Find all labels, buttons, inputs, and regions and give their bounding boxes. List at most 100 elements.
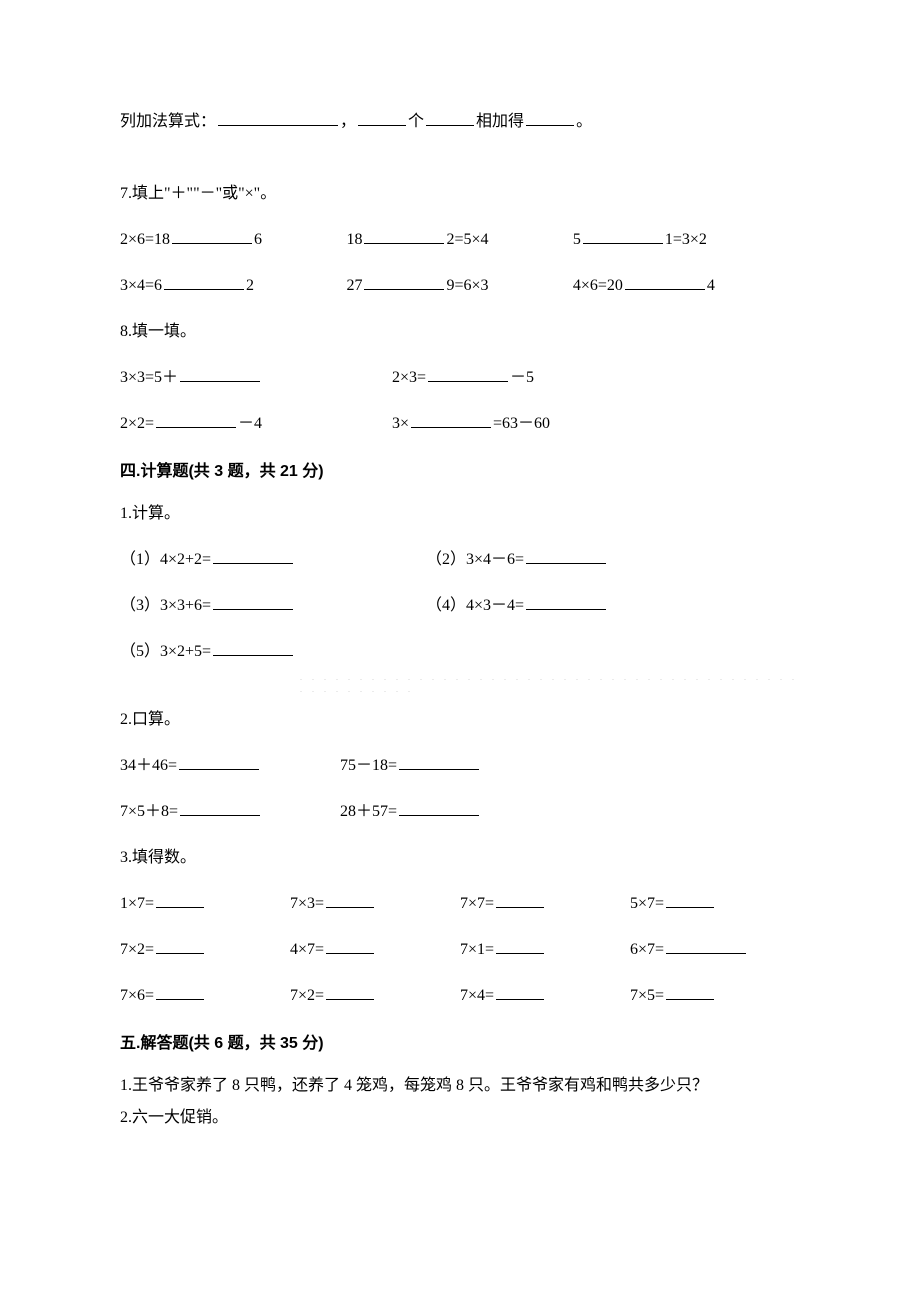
- blank[interactable]: [526, 549, 606, 564]
- blank[interactable]: [583, 229, 663, 244]
- blank[interactable]: [326, 939, 374, 954]
- expr: 4×7=: [290, 941, 324, 958]
- s4-p2-a: 34＋46=: [120, 754, 340, 778]
- blank[interactable]: [213, 549, 293, 564]
- s4-p3-row3: 7×6= 7×2= 7×4= 7×5=: [120, 984, 800, 1008]
- expr: 6×7=: [630, 941, 664, 958]
- expr: 18: [346, 231, 362, 248]
- expr: －5: [510, 369, 534, 386]
- expr: 34＋46=: [120, 757, 177, 774]
- section5-heading: 五.解答题(共 6 题，共 35 分): [120, 1032, 800, 1056]
- blank[interactable]: [526, 111, 574, 126]
- expr: 4×6=20: [573, 277, 623, 294]
- blank[interactable]: [213, 595, 293, 610]
- s4-p2-row1: 34＋46= 75－18=: [120, 754, 800, 778]
- cell: 6×7=: [630, 938, 800, 962]
- expr: 5×7=: [630, 895, 664, 912]
- text-prefix: 列加法算式：: [120, 113, 216, 130]
- s5-q2: 2.六一大促销。: [120, 1106, 800, 1130]
- blank[interactable]: [526, 595, 606, 610]
- blank[interactable]: [399, 755, 479, 770]
- expr: 4: [707, 277, 715, 294]
- q8-r2-b: 3×=63－60: [392, 412, 766, 436]
- expr: 2=5×4: [446, 231, 488, 248]
- blank[interactable]: [358, 111, 406, 126]
- expr: （1）4×2+2=: [120, 551, 211, 568]
- cell: 7×5=: [630, 984, 800, 1008]
- expr: 7×1=: [460, 941, 494, 958]
- s4-p1-1: （1）4×2+2=: [120, 548, 426, 572]
- s4-p3-title: 3.填得数。: [120, 846, 800, 870]
- blank[interactable]: [326, 985, 374, 1000]
- s4-p2-b: 75－18=: [340, 754, 481, 778]
- q7-r1-b: 18 2=5×4: [346, 228, 572, 252]
- expr: 3×4=6: [120, 277, 162, 294]
- expr: 1=3×2: [665, 231, 707, 248]
- text-sep: ，: [340, 113, 356, 130]
- blank[interactable]: [496, 939, 544, 954]
- blank[interactable]: [156, 893, 204, 908]
- expr: 7×4=: [460, 987, 494, 1004]
- expr: 27: [346, 277, 362, 294]
- expr: 6: [254, 231, 262, 248]
- s4-p1-2: （2）3×4－6=: [426, 548, 732, 572]
- s4-p3-row2: 7×2= 4×7= 7×1= 6×7=: [120, 938, 800, 962]
- s4-p2-title: 2.口算。: [120, 708, 800, 732]
- expr: 7×3=: [290, 895, 324, 912]
- blank[interactable]: [666, 939, 746, 954]
- expr: 3×3=5＋: [120, 369, 178, 386]
- s4-p3-row1: 1×7= 7×3= 7×7= 5×7=: [120, 892, 800, 916]
- cell: 5×7=: [630, 892, 800, 916]
- cell: 7×2=: [120, 938, 290, 962]
- q8-r2-a: 2×2=－4: [120, 412, 392, 436]
- blank[interactable]: [428, 367, 508, 382]
- expr: 2×3=: [392, 369, 426, 386]
- section4-heading: 四.计算题(共 3 题，共 21 分): [120, 460, 800, 484]
- s4-p1-row2: （3）3×3+6= （4）4×3－4=: [120, 594, 800, 618]
- blank[interactable]: [172, 229, 252, 244]
- blank[interactable]: [426, 111, 474, 126]
- blank[interactable]: [179, 755, 259, 770]
- s4-p2-d: 28＋57=: [340, 800, 481, 824]
- blank[interactable]: [326, 893, 374, 908]
- blank[interactable]: [399, 801, 479, 816]
- expr: 7×7=: [460, 895, 494, 912]
- s4-p1-row3: （5）3×2+5=: [120, 640, 800, 664]
- blank[interactable]: [218, 111, 338, 126]
- expr: 7×6=: [120, 987, 154, 1004]
- expr: 7×2=: [120, 941, 154, 958]
- blank[interactable]: [364, 229, 444, 244]
- s5-q1: 1.王爷爷家养了 8 只鸭，还养了 4 笼鸡，每笼鸡 8 只。王爷爷家有鸡和鸭共…: [120, 1074, 800, 1098]
- blank[interactable]: [364, 275, 444, 290]
- blank[interactable]: [625, 275, 705, 290]
- s4-p1-3: （3）3×3+6=: [120, 594, 426, 618]
- s4-p2-row2: 7×5＋8= 28＋57=: [120, 800, 800, 824]
- blank[interactable]: [156, 413, 236, 428]
- blank[interactable]: [164, 275, 244, 290]
- blank[interactable]: [180, 367, 260, 382]
- expr: （4）4×3－4=: [426, 597, 524, 614]
- q8-row1: 3×3=5＋ 2×3= －5: [120, 366, 800, 390]
- blank[interactable]: [180, 801, 260, 816]
- blank[interactable]: [666, 985, 714, 1000]
- blank[interactable]: [496, 893, 544, 908]
- q7-r1-a: 2×6=186: [120, 228, 346, 252]
- q8-row2: 2×2=－4 3×=63－60: [120, 412, 800, 436]
- blank[interactable]: [213, 641, 293, 656]
- cell: 7×2=: [290, 984, 460, 1008]
- cell: 7×6=: [120, 984, 290, 1008]
- blank[interactable]: [411, 413, 491, 428]
- s4-p1-row1: （1）4×2+2= （2）3×4－6=: [120, 548, 800, 572]
- blank[interactable]: [156, 985, 204, 1000]
- blank[interactable]: [666, 893, 714, 908]
- blank[interactable]: [156, 939, 204, 954]
- text-mid1: 个: [408, 113, 424, 130]
- text-end: 。: [576, 113, 592, 130]
- expr: （3）3×3+6=: [120, 597, 211, 614]
- q7-r1-c: 51=3×2: [573, 228, 799, 252]
- cell: 7×4=: [460, 984, 630, 1008]
- s4-p1-4: （4）4×3－4=: [426, 594, 732, 618]
- expr: （5）3×2+5=: [120, 643, 211, 660]
- blank[interactable]: [496, 985, 544, 1000]
- expr: =63－60: [493, 415, 550, 432]
